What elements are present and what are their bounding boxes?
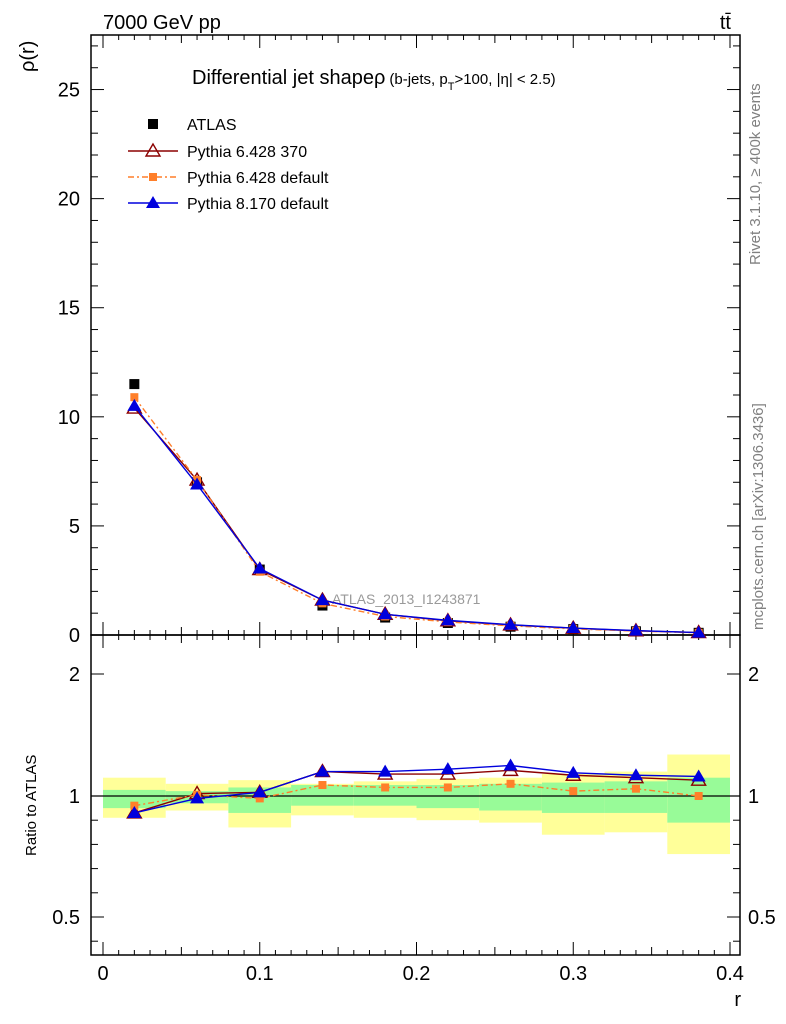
ratio-series-1-point <box>443 783 452 792</box>
x-tick-label: 0.1 <box>246 963 274 985</box>
ratio-series-1-line <box>134 783 699 807</box>
ratio-series-1-point <box>694 792 703 800</box>
main-series-0-point <box>129 379 140 390</box>
x-tick-label: 0 <box>97 963 108 985</box>
ratio-series-2-point <box>252 785 267 798</box>
y-tick-label: 15 <box>58 298 80 320</box>
mcplots-label: mcplots.cern.ch [arXiv:1306.3436] <box>750 403 767 630</box>
main-series-3-point <box>566 621 581 634</box>
ratio-series-1-point <box>255 794 264 803</box>
ratio-y-tick-label: 2 <box>69 664 80 686</box>
ratio-y-tick-label-right: 0.5 <box>748 907 776 929</box>
inner-band-bin <box>667 777 730 823</box>
ratio-series-2-point <box>691 769 706 782</box>
ratio-series <box>126 758 707 819</box>
ratio-series-2-point <box>378 764 393 777</box>
collision-label: 7000 GeV pp <box>103 12 221 34</box>
ratio-series-2-point <box>628 768 643 781</box>
ratio-y-axis-label: Ratio to ATLAS <box>23 755 40 856</box>
y-tick-label: 20 <box>58 189 80 211</box>
ratio-series-1-point <box>318 781 327 790</box>
legend-marker <box>146 196 160 208</box>
analysis-watermark: ATLAS_2013_I1243871 <box>332 591 481 607</box>
main-series-3-point <box>378 607 393 620</box>
main-series-3-point <box>503 617 518 630</box>
ratio-y-tick-label-right: 2 <box>748 664 759 686</box>
main-series <box>126 379 707 639</box>
legend-label: Pythia 8.170 default <box>187 196 329 213</box>
ratio-series-1-point <box>631 784 640 793</box>
x-tick-label: 0.3 <box>559 963 587 985</box>
ratio-series-2-point <box>127 805 142 818</box>
main-series-3-point <box>252 561 267 574</box>
ratio-series-2-point <box>566 765 581 778</box>
x-axis-label: r <box>734 989 741 1011</box>
y-tick-label: 25 <box>58 80 80 102</box>
ratio-series-2-line <box>134 764 699 814</box>
ratio-y-tick-label: 0.5 <box>52 907 80 929</box>
y-tick-label: 10 <box>58 407 80 429</box>
ratio-series-2-point <box>440 762 455 775</box>
main-series-3-point <box>190 477 205 490</box>
legend-label: Pythia 6.428 370 <box>187 144 307 161</box>
main-series-3-point <box>127 398 142 411</box>
ratio-y-tick-label-right: 1 <box>748 786 759 808</box>
y-tick-label: 5 <box>69 516 80 538</box>
rivet-label: Rivet 3.1.10, ≥ 400k events <box>747 83 764 265</box>
ratio-series-0-line <box>134 769 699 814</box>
inner-band-bin <box>353 785 417 806</box>
main-series-3-point <box>691 625 706 638</box>
ratio-series-2-point <box>503 758 518 771</box>
ratio-series-1-point <box>130 801 139 810</box>
process-label: tt̄ <box>720 12 732 34</box>
main-series-3-line <box>133 405 699 634</box>
ratio-series-2-point <box>315 764 330 777</box>
x-tick-label: 0.2 <box>403 963 431 985</box>
ratio-series-2-point <box>190 791 205 804</box>
legend-marker <box>148 119 158 129</box>
main-series-3-point <box>440 613 455 626</box>
legend-label: ATLAS <box>187 117 237 134</box>
legend-marker <box>144 142 162 157</box>
y-tick-label: 0 <box>69 625 80 647</box>
legend: ATLAS Pythia 6.428 370 Pythia 6.428 defaul… <box>128 117 329 213</box>
main-y-axis-label: ρ(r) <box>17 41 39 72</box>
ratio-frame <box>90 634 741 956</box>
ratio-y-tick-label: 1 <box>69 786 80 808</box>
inner-band-bin <box>291 785 354 806</box>
main-series-3-point <box>315 593 330 606</box>
main-series-2-point <box>130 393 139 402</box>
ratio-series-1-point <box>506 779 515 788</box>
ratio-series-1-point <box>381 783 390 792</box>
ratio-series-1-point <box>569 787 578 796</box>
chart-title: Differential jet shapeρ (b-jets, pT>100, … <box>192 67 556 93</box>
legend-marker <box>149 173 157 181</box>
x-tick-label: 0.4 <box>716 963 744 985</box>
legend-label: Pythia 6.428 default <box>187 170 329 187</box>
inner-band-bin <box>479 783 542 811</box>
main-series-3-point <box>628 623 643 636</box>
